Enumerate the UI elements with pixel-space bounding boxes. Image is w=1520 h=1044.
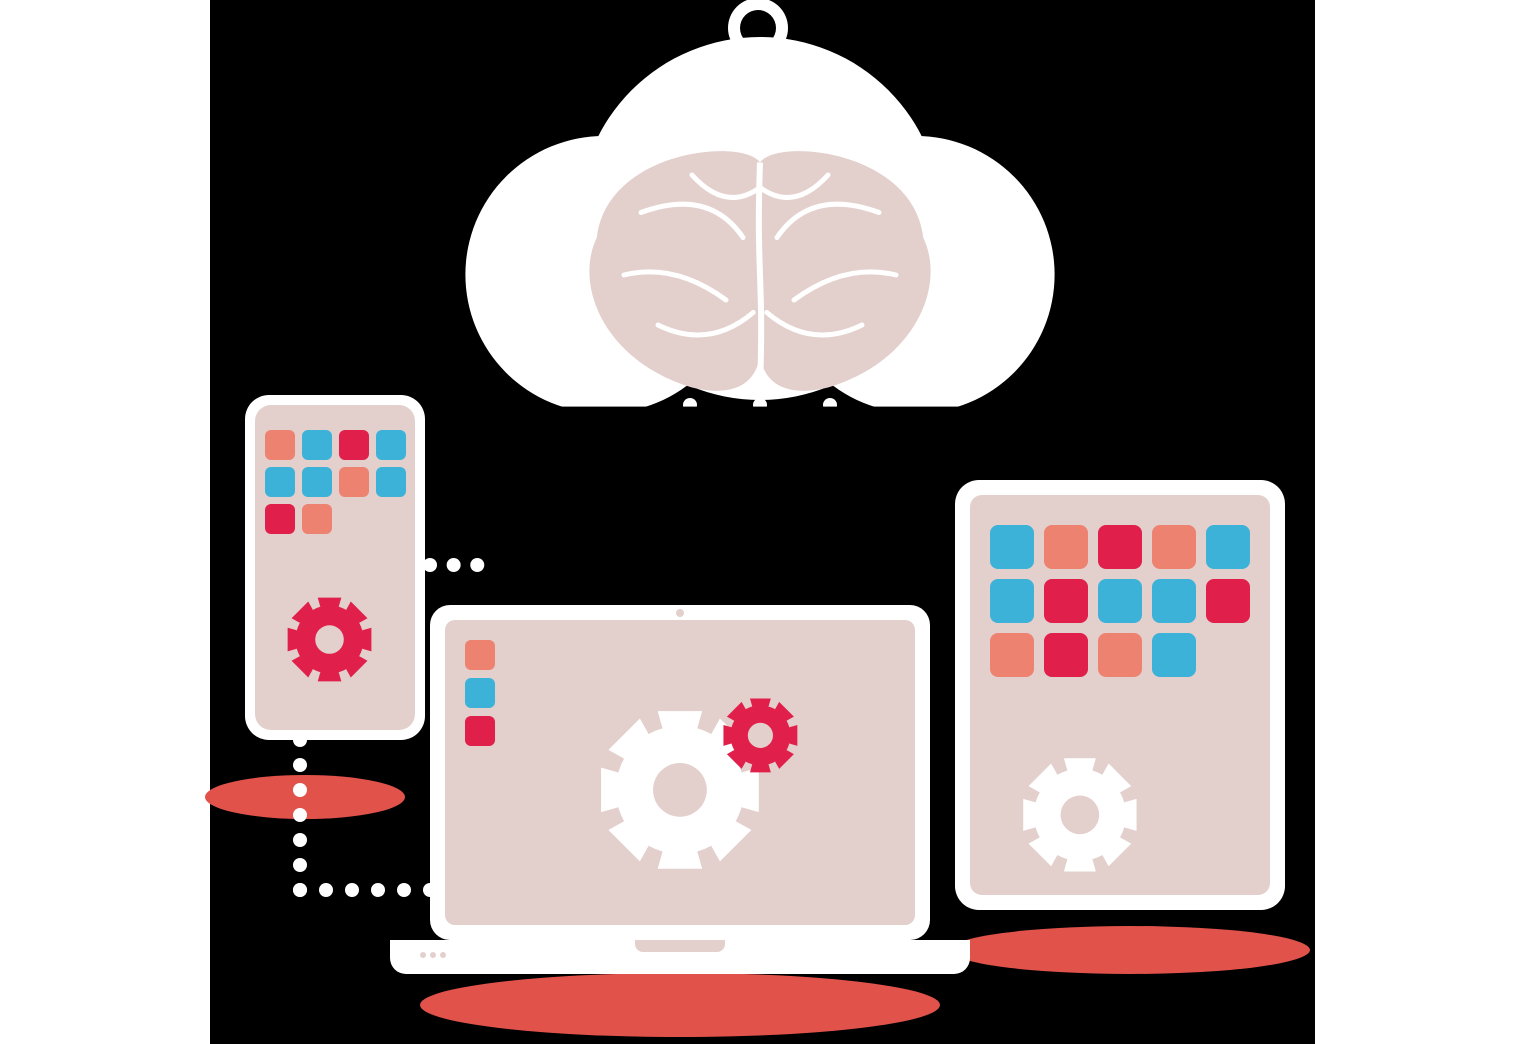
phone-app-grid: [265, 430, 406, 571]
app-tile: [339, 430, 369, 460]
app-tile: [376, 541, 406, 571]
laptop-camera: [676, 609, 684, 617]
app-tile: [465, 678, 495, 708]
app-tile: [1098, 525, 1142, 569]
app-tile: [990, 633, 1034, 677]
app-tile: [302, 504, 332, 534]
status-dot: [440, 952, 446, 958]
app-tile: [302, 430, 332, 460]
app-tile: [1206, 525, 1250, 569]
app-tile: [376, 467, 406, 497]
phone-frame: [245, 395, 425, 740]
status-dot: [430, 952, 436, 958]
app-tile: [990, 579, 1034, 623]
app-tile: [1098, 633, 1142, 677]
app-tile: [339, 467, 369, 497]
app-tile: [1152, 633, 1196, 677]
app-tile: [1206, 579, 1250, 623]
app-tile: [1152, 579, 1196, 623]
tablet-app-grid: [990, 525, 1250, 677]
app-tile: [265, 504, 295, 534]
app-tile: [1044, 633, 1088, 677]
app-tile: [302, 467, 332, 497]
app-tile: [465, 716, 495, 746]
tablet-gear-icon: [1021, 756, 1139, 874]
app-tile: [339, 541, 369, 571]
app-tile: [1152, 525, 1196, 569]
laptop-screen-frame: [430, 605, 930, 940]
app-tile: [1206, 633, 1250, 677]
app-tile: [1044, 525, 1088, 569]
app-tile: [265, 430, 295, 460]
app-tile: [1044, 579, 1088, 623]
tablet-camera: [1257, 497, 1263, 503]
app-tile: [376, 504, 406, 534]
status-dot: [420, 952, 426, 958]
phone-notch: [310, 410, 360, 420]
laptop-base: [390, 940, 970, 974]
app-tile: [376, 430, 406, 460]
phone-gear-icon: [286, 596, 373, 683]
app-tile: [990, 525, 1034, 569]
app-tile: [265, 541, 295, 571]
laptop-gear-small-icon: [722, 697, 799, 774]
diagram-stage: [0, 0, 1520, 1044]
tablet-frame: [955, 480, 1285, 910]
laptop-base-notch: [635, 940, 725, 952]
app-tile: [302, 541, 332, 571]
app-tile: [265, 467, 295, 497]
app-tile: [1098, 579, 1142, 623]
app-tile: [465, 640, 495, 670]
app-tile: [339, 504, 369, 534]
laptop-side-tiles: [465, 640, 495, 746]
